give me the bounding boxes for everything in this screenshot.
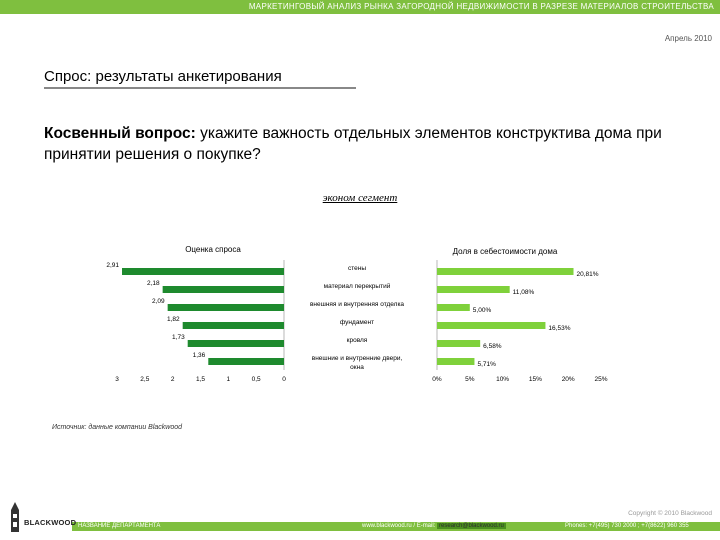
demand-bar-1 — [162, 286, 284, 293]
category-label: внешняя и внутренняя отделка — [310, 301, 404, 308]
cost-share-tick-label: 5% — [465, 376, 475, 383]
category-label: кровля — [347, 337, 368, 344]
section-title: Спрос: результаты анкетирования — [44, 68, 356, 89]
cost-share-value-label: 16,53% — [548, 325, 570, 332]
cost-share-value-label: 6,58% — [483, 343, 502, 350]
demand-tick-label: 1 — [227, 376, 231, 383]
cost-share-bar-1 — [437, 286, 510, 293]
cost-share-tick-label: 15% — [529, 376, 542, 383]
charts: Оценка спроса 2,91 2,18 2,09 1,82 1,73 1,36 3 2,… — [106, 245, 607, 383]
category-labels: стены материал перекрытий внешняя и внутре… — [310, 265, 404, 371]
cost-share-value-label: 11,08% — [513, 289, 535, 296]
cost-share-value-label: 20,81% — [577, 271, 599, 278]
report-date: Апрель 2010 — [664, 34, 712, 43]
category-label: внешние и внутренние двери, окна — [312, 355, 403, 371]
question-text: укажите важность отдельных элементов кон… — [44, 125, 662, 163]
cost-share-tick-label: 25% — [594, 376, 607, 383]
demand-tick-label: 1,5 — [196, 376, 205, 383]
demand-value-label: 1,36 — [193, 352, 206, 359]
demand-bar-5 — [208, 358, 284, 365]
demand-bar-3 — [182, 322, 284, 329]
footer-phones: Phones: +7(495) 730 2000 ; +7(8622) 960 … — [565, 523, 689, 529]
header-bar: МАРКЕТИНГОВЫЙ АНАЛИЗ РЫНКА ЗАГОРОДНОЙ НЕ… — [0, 0, 720, 14]
footer-site: www.blackwood.ru / E-mail: — [362, 523, 438, 529]
demand-value-label: 2,09 — [152, 298, 165, 305]
cost-share-bar-4 — [437, 340, 481, 347]
cost-share-bar-5 — [437, 358, 475, 365]
demand-value-label: 2,91 — [106, 262, 119, 269]
cost-share-chart: Доля в себестоимости дома 20,81% 11,08% 5,0… — [432, 247, 607, 383]
category-label: стены — [348, 265, 366, 272]
segment-label: эконом сегмент — [322, 192, 398, 204]
category-label: материал перекрытий — [324, 282, 391, 290]
demand-value-label: 2,18 — [147, 280, 160, 287]
demand-bar-2 — [167, 304, 284, 311]
copyright: Copyright © 2010 Blackwood — [628, 510, 712, 517]
cost-share-tick-label: 20% — [562, 376, 575, 383]
footer-contacts: www.blackwood.ru / E-mail: research@blac… — [362, 522, 506, 531]
cost-share-bar-0 — [437, 268, 574, 275]
category-label: фундамент — [340, 319, 374, 326]
demand-chart: Оценка спроса 2,91 2,18 2,09 1,82 1,73 1,36 3 2,… — [106, 245, 286, 383]
demand-tick-label: 3 — [115, 376, 119, 383]
tower-icon — [11, 502, 19, 532]
cost-share-tick-label: 0% — [432, 376, 442, 383]
demand-tick-label: 0 — [282, 376, 286, 383]
demand-chart-title: Оценка спроса — [185, 245, 241, 254]
question-lead: Косвенный вопрос: — [44, 125, 196, 142]
logo-text: BLACKWOOD — [24, 518, 77, 527]
demand-bar-0 — [122, 268, 284, 275]
cost-share-value-label: 5,00% — [473, 307, 492, 314]
cost-share-bar-3 — [437, 322, 546, 329]
demand-tick-label: 2,5 — [140, 376, 149, 383]
blackwood-logo — [11, 502, 19, 532]
demand-value-label: 1,73 — [172, 334, 185, 341]
demand-tick-label: 0,5 — [252, 376, 261, 383]
cost-share-chart-title: Доля в себестоимости дома — [453, 247, 558, 256]
question: Косвенный вопрос: укажите важность отдел… — [44, 123, 664, 165]
header-title: МАРКЕТИНГОВЫЙ АНАЛИЗ РЫНКА ЗАГОРОДНОЙ НЕ… — [248, 2, 714, 11]
demand-value-label: 1,82 — [167, 316, 180, 323]
footer-email-link[interactable]: research@blackwood.ru — [437, 523, 506, 529]
demand-bar-4 — [187, 340, 284, 347]
cost-share-bar-2 — [437, 304, 470, 311]
source-note: Источник: данные компании Blackwood — [52, 424, 183, 431]
footer-bar — [72, 522, 720, 531]
cost-share-value-label: 5,71% — [477, 361, 496, 368]
cost-share-tick-label: 10% — [496, 376, 509, 383]
demand-tick-label: 2 — [171, 376, 175, 383]
footer-department: НАЗВАНИЕ ДЕПАРТАМЕНТА — [78, 523, 161, 529]
